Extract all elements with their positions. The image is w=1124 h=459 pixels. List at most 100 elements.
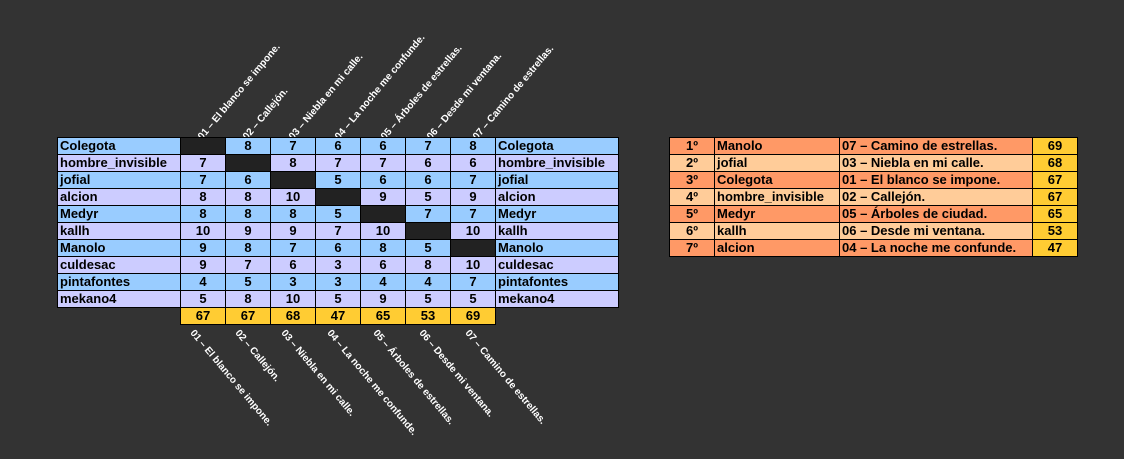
vote-cell: 10: [360, 222, 406, 240]
vote-cell: 8: [360, 239, 406, 257]
vote-cell-empty: [225, 154, 271, 172]
vote-cell: 5: [180, 290, 226, 308]
voter-name: Medyr: [57, 205, 181, 223]
vote-cell: 5: [315, 290, 361, 308]
vote-cell: 6: [405, 171, 451, 189]
column-header-bottom: 07 – Camino de estrellas.: [462, 328, 548, 427]
table-row: culdesac 9 7 6 3 6 8 10 culdesac: [57, 256, 619, 274]
rank-song: 03 – Niebla en mi calle.: [839, 154, 1033, 172]
rank-name: Colegota: [714, 171, 840, 189]
voter-name: kallh: [57, 222, 181, 240]
vote-cell: 7: [405, 137, 451, 155]
vote-cell: 8: [180, 205, 226, 223]
vote-cell: 10: [450, 222, 496, 240]
table-row: Medyr 8 8 8 5 7 7 Medyr: [57, 205, 619, 223]
voter-name: hombre_invisible: [57, 154, 181, 172]
table-row: alcion 8 8 10 9 5 9 alcion: [57, 188, 619, 206]
rank-position: 2º: [669, 154, 715, 172]
total-cell: 69: [450, 307, 496, 325]
vote-cell: 10: [180, 222, 226, 240]
ranking-row: 1º Manolo 07 – Camino de estrellas. 69: [669, 137, 1078, 155]
column-header-bottom: 04 – La noche me confunde.: [324, 328, 420, 438]
vote-cell: 8: [225, 188, 271, 206]
rank-name: Manolo: [714, 137, 840, 155]
voter-name-right: mekano4: [495, 290, 619, 308]
column-header-top: 03 – Niebla en mi calle.: [287, 51, 366, 143]
vote-cell: 3: [315, 256, 361, 274]
vote-cell: 5: [405, 188, 451, 206]
total-cell: 65: [360, 307, 406, 325]
vote-cell: 5: [405, 290, 451, 308]
column-header-top: 02 – Callejón.: [241, 86, 291, 143]
table-row: mekano4 5 8 10 5 9 5 5 mekano4: [57, 290, 619, 308]
rank-name: jofial: [714, 154, 840, 172]
column-header-bottom: 06 – Desde mi ventana.: [416, 328, 496, 420]
ranking-row: 2º jofial 03 – Niebla en mi calle. 68: [669, 154, 1078, 172]
voter-name-right: pintafontes: [495, 273, 619, 291]
ranking-row: 7º alcion 04 – La noche me confunde. 47: [669, 239, 1078, 257]
voter-name-right: hombre_invisible: [495, 154, 619, 172]
vote-cell-empty: [270, 171, 316, 189]
ranking-table: 1º Manolo 07 – Camino de estrellas. 69 2…: [669, 137, 1078, 257]
rank-song: 02 – Callejón.: [839, 188, 1033, 206]
rank-position: 5º: [669, 205, 715, 223]
rank-score: 67: [1032, 188, 1078, 206]
votes-table: Colegota 8 7 6 6 7 8 Colegota hombre_inv…: [57, 137, 619, 325]
vote-cell: 8: [225, 137, 271, 155]
column-header-top: 07 – Camino de estrellas.: [471, 43, 557, 143]
vote-cell: 7: [270, 239, 316, 257]
ranking-row: 5º Medyr 05 – Árboles de ciudad. 65: [669, 205, 1078, 223]
rank-score: 65: [1032, 205, 1078, 223]
voter-name-right: Medyr: [495, 205, 619, 223]
vote-cell: 10: [450, 256, 496, 274]
vote-cell: 3: [270, 273, 316, 291]
vote-cell: 8: [225, 239, 271, 257]
voter-name-right: jofial: [495, 171, 619, 189]
vote-cell-empty: [315, 188, 361, 206]
vote-cell: 7: [180, 154, 226, 172]
rank-name: kallh: [714, 222, 840, 240]
vote-cell: 8: [225, 290, 271, 308]
vote-cell: 4: [360, 273, 406, 291]
table-row: hombre_invisible 7 8 7 7 6 6 hombre_invi…: [57, 154, 619, 172]
column-header-top: 05 – Árboles de estrellas.: [379, 43, 465, 143]
vote-cell: 9: [180, 256, 226, 274]
vote-cell: 7: [180, 171, 226, 189]
rank-score: 47: [1032, 239, 1078, 257]
vote-cell: 7: [315, 222, 361, 240]
vote-cell-empty: [405, 222, 451, 240]
vote-cell: 7: [315, 154, 361, 172]
voter-name-right: Manolo: [495, 239, 619, 257]
rank-song: 07 – Camino de estrellas.: [839, 137, 1033, 155]
column-header-top: 04 – La noche me confunde.: [333, 32, 428, 143]
rank-position: 1º: [669, 137, 715, 155]
vote-cell: 5: [450, 290, 496, 308]
vote-cell: 6: [360, 256, 406, 274]
voter-name: Colegota: [57, 137, 181, 155]
vote-cell-empty: [450, 239, 496, 257]
rank-score: 69: [1032, 137, 1078, 155]
voter-name-right: culdesac: [495, 256, 619, 274]
total-cell: 47: [315, 307, 361, 325]
rank-name: alcion: [714, 239, 840, 257]
vote-cell: 7: [450, 273, 496, 291]
vote-cell-empty: [180, 137, 226, 155]
column-header-bottom: 02 – Callejón.: [232, 328, 283, 385]
vote-cell: 10: [270, 188, 316, 206]
totals-row: 67 67 68 47 65 53 69: [58, 307, 619, 325]
rank-name: Medyr: [714, 205, 840, 223]
vote-cell: 5: [405, 239, 451, 257]
vote-cell: 5: [315, 171, 361, 189]
vote-cell: 9: [270, 222, 316, 240]
total-cell: 67: [180, 307, 226, 325]
vote-cell: 5: [315, 205, 361, 223]
column-header-bottom: 05 – Árboles de estrellas.: [370, 328, 457, 428]
rank-score: 53: [1032, 222, 1078, 240]
vote-cell: 7: [405, 205, 451, 223]
rank-song: 05 – Árboles de ciudad.: [839, 205, 1033, 223]
vote-cell: 6: [270, 256, 316, 274]
column-header-bottom: 03 – Niebla en mi calle.: [278, 328, 358, 419]
vote-cell: 6: [405, 154, 451, 172]
vote-cell: 5: [225, 273, 271, 291]
voter-name-right: Colegota: [495, 137, 619, 155]
